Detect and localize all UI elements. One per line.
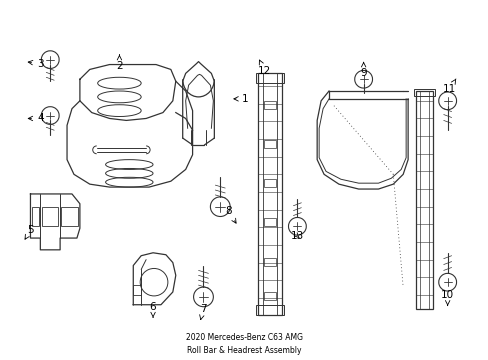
Text: 5: 5 xyxy=(25,225,34,239)
Text: 1: 1 xyxy=(233,94,248,104)
Text: 10: 10 xyxy=(440,290,453,306)
Text: 11: 11 xyxy=(442,79,455,94)
Text: 4: 4 xyxy=(28,113,43,123)
Text: 9: 9 xyxy=(360,62,366,78)
Text: 6: 6 xyxy=(149,302,156,317)
Text: 3: 3 xyxy=(28,59,43,68)
Text: 2: 2 xyxy=(116,55,122,71)
Text: 13: 13 xyxy=(290,231,304,241)
Text: 7: 7 xyxy=(199,303,206,320)
Text: 12: 12 xyxy=(258,60,271,76)
Text: 2020 Mercedes-Benz C63 AMG
Roll Bar & Headrest Assembly: 2020 Mercedes-Benz C63 AMG Roll Bar & He… xyxy=(185,333,302,355)
Text: 8: 8 xyxy=(224,206,236,223)
